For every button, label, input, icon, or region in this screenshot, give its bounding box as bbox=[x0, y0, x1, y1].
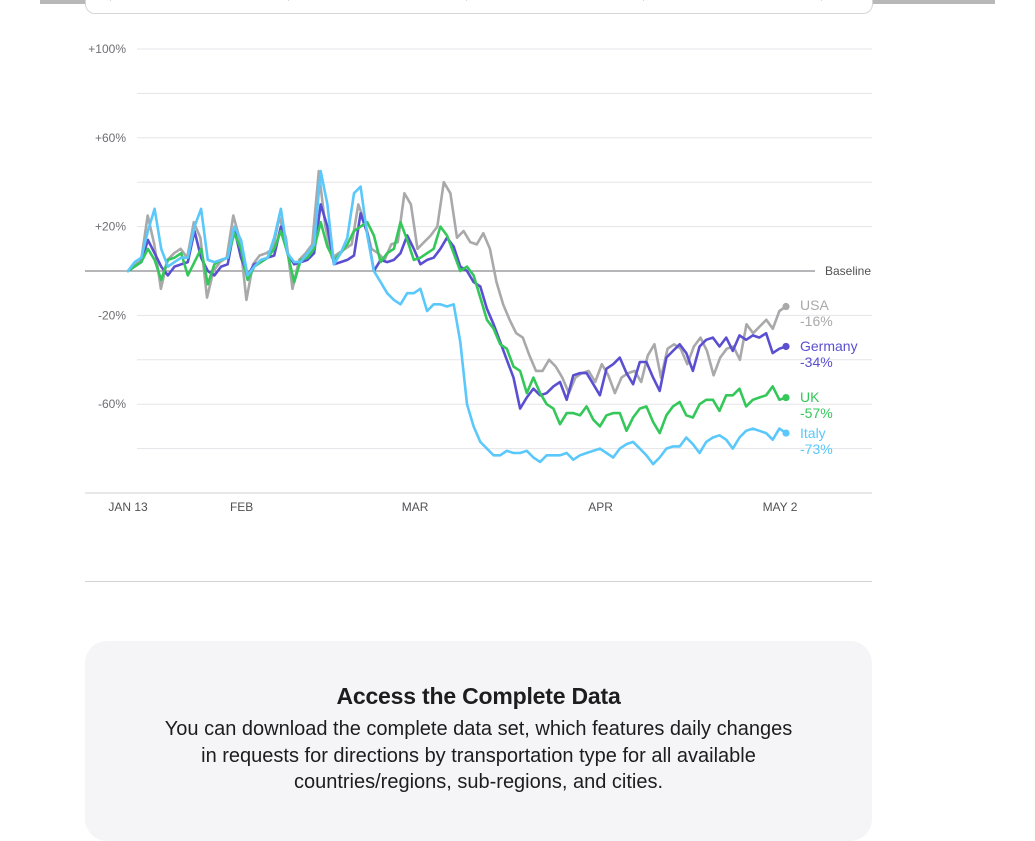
series-end-dot-usa bbox=[782, 302, 790, 311]
download-data-card: Access the Complete Data You can downloa… bbox=[85, 641, 872, 841]
legend-value-germany: -34% bbox=[800, 354, 833, 370]
filter-bar-divider bbox=[821, 0, 822, 1]
legend-name-uk: UK bbox=[800, 389, 820, 405]
mobility-trends-chart: +100% +60% +20% -20% -60% Baseline JAN 13 FEB M… bbox=[85, 42, 872, 514]
series-line-uk bbox=[126, 220, 788, 435]
filter-bar-divider bbox=[110, 0, 111, 1]
y-tick-label: +100% bbox=[88, 42, 126, 56]
y-tick-label: -20% bbox=[98, 308, 126, 322]
series-end-dot-germany bbox=[782, 342, 790, 351]
legend-name-usa: USA bbox=[800, 297, 829, 313]
baseline-label: Baseline bbox=[825, 264, 871, 278]
chart-series bbox=[126, 169, 790, 466]
filter-bar-divider bbox=[466, 0, 467, 1]
x-tick-label: APR bbox=[588, 500, 613, 514]
x-tick-label: MAR bbox=[402, 500, 429, 514]
download-card-description: You can download the complete data set, … bbox=[164, 718, 793, 793]
filter-bar-divider bbox=[288, 0, 289, 1]
x-tick-label: MAY 2 bbox=[763, 500, 798, 514]
legend-value-italy: -73% bbox=[800, 441, 833, 457]
filter-bar-divider bbox=[643, 0, 644, 1]
y-tick-label: -60% bbox=[98, 397, 126, 411]
series-end-dot-uk bbox=[782, 393, 790, 402]
series-end-dot-italy bbox=[782, 429, 790, 437]
legend-value-uk: -57% bbox=[800, 405, 833, 421]
x-tick-label: JAN 13 bbox=[108, 500, 148, 514]
filter-bar bbox=[85, 0, 873, 14]
x-tick-label: FEB bbox=[230, 500, 253, 514]
x-axis: JAN 13 FEB MAR APR MAY 2 bbox=[108, 500, 797, 514]
y-tick-label: +20% bbox=[95, 220, 126, 234]
end-labels: USA-16% Germany-34% UK-57% Italy-73% bbox=[800, 297, 858, 457]
y-tick-label: +60% bbox=[95, 131, 126, 145]
series-line-italy bbox=[126, 169, 788, 466]
legend-name-germany: Germany bbox=[800, 338, 858, 354]
legend-value-usa: -16% bbox=[800, 313, 833, 329]
download-card-title: Access the Complete Data bbox=[336, 683, 621, 709]
section-divider bbox=[85, 581, 872, 582]
legend-name-italy: Italy bbox=[800, 425, 826, 441]
